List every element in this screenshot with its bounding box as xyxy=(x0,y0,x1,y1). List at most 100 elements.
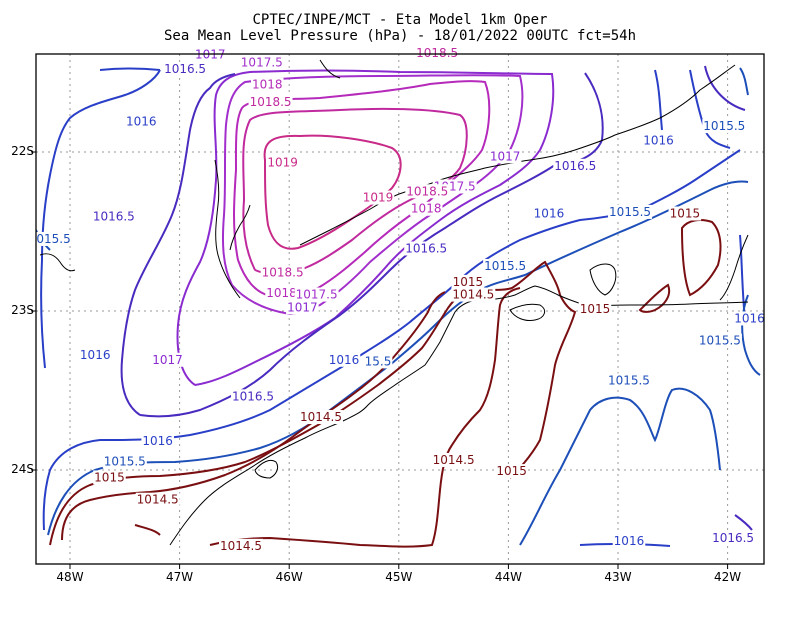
isobar-label: 1014.5 xyxy=(137,493,179,507)
isobar-1017-5 xyxy=(221,74,524,315)
isobar-label-halo xyxy=(578,301,612,316)
longitude-tick-label: 45W xyxy=(385,570,413,584)
isobar-1018 xyxy=(233,80,491,298)
isobar-label-halo xyxy=(483,258,528,273)
isobar-label: 1015 xyxy=(670,207,701,221)
isobar-label-halo xyxy=(141,433,174,448)
state-border xyxy=(39,59,341,479)
isobar-label-halo xyxy=(733,311,766,326)
isobar-label-halo xyxy=(404,241,449,256)
isobar-label-halo xyxy=(135,492,180,507)
isobar-label-halo xyxy=(608,204,653,219)
isobar-label: 1015.5 xyxy=(484,259,526,273)
isobar-label: 1015 xyxy=(453,275,484,289)
isobar-label: 1016 xyxy=(126,114,157,128)
isobar-label-halo xyxy=(361,190,395,205)
isobar-1016 xyxy=(40,67,746,547)
isobar-label-halo xyxy=(711,530,756,545)
isobar-label-halo xyxy=(298,410,343,425)
isobar-label-halo xyxy=(248,95,293,110)
isobar-label: 1015 xyxy=(496,464,527,478)
isobar-label: 1016.5 xyxy=(164,62,206,76)
latitude-tick-label: 22S xyxy=(11,144,34,158)
isobar-label-halo xyxy=(327,352,361,367)
isobar-1014-5 xyxy=(61,287,521,548)
isobar-label: 1016.5 xyxy=(232,389,274,403)
isobar-label-halo xyxy=(91,209,136,224)
isobar-label-halo xyxy=(431,452,476,467)
isobar-label-halo xyxy=(606,373,651,388)
isobar-label: 1015.5 xyxy=(609,205,651,219)
latitude-tick-label: 24S xyxy=(11,462,34,476)
chart-title-line2: Sea Mean Level Pressure (hPa) - 18/01/20… xyxy=(163,28,636,44)
latitude-tick-label: 23S xyxy=(11,303,34,317)
isobar-label: 1018.5 xyxy=(250,95,292,109)
isobar-label: 1019 xyxy=(363,191,394,205)
isobar-label-halo xyxy=(612,534,646,549)
isobar-label-halo xyxy=(124,114,158,129)
isobar-label: 1015.5 xyxy=(104,455,146,469)
isobar-label: 1016 xyxy=(329,353,360,367)
isobar-1018-5 xyxy=(242,107,468,275)
isobar-label: 1014.5 xyxy=(300,410,342,424)
isobar-label: 1017 xyxy=(152,353,183,367)
longitude-tick-label: 43W xyxy=(604,570,632,584)
isobar-label-halo xyxy=(251,77,284,92)
longitude-tick-label: 46W xyxy=(275,570,303,584)
isobar-label-halo xyxy=(35,231,72,246)
isobar-label: 1016.5 xyxy=(405,241,447,255)
isobar-label: 1015.5 xyxy=(699,334,741,348)
isobar-label-halo xyxy=(405,184,450,199)
isobar-label: 1018.5 xyxy=(262,265,304,279)
isobar-1017 xyxy=(176,69,555,386)
isobar-label: 1016.5 xyxy=(93,210,135,224)
isobar-label: 1018 xyxy=(411,202,442,216)
isobar-label: 15.5 xyxy=(365,354,392,368)
isobar-label-halo xyxy=(265,286,298,301)
isobar-label-halo xyxy=(163,61,208,76)
longitude-tick-label: 48W xyxy=(56,570,84,584)
isobar-label: 1014.5 xyxy=(452,288,494,302)
plot-frame xyxy=(35,53,765,565)
isobar-label-halo xyxy=(102,454,147,469)
isobar-label: 1016 xyxy=(80,348,111,362)
isobar-label-halo xyxy=(239,55,284,70)
isobar-label: 1015 xyxy=(94,470,125,484)
isobar-label-halo xyxy=(266,155,299,170)
isobar-label: 1016 xyxy=(534,207,565,221)
isobar-label-halo xyxy=(532,206,566,221)
isobar-label: 1019 xyxy=(267,156,298,170)
isobar-label: 1016 xyxy=(734,311,765,325)
isobar-label: 1017.5 xyxy=(241,55,283,69)
isobar-label-halo xyxy=(363,354,393,369)
isobar-label-halo xyxy=(78,348,112,363)
coastline-north xyxy=(229,64,736,251)
isobar-label: 015.5 xyxy=(36,232,70,246)
isobar-label: 1016 xyxy=(614,534,645,548)
isobar-label: 1016 xyxy=(643,133,674,147)
isobar-label: 1018.5 xyxy=(416,46,458,60)
isobar-label-halo xyxy=(668,206,702,221)
isobar-label: 1014.5 xyxy=(433,453,475,467)
isobar-label: 1017 xyxy=(490,149,521,163)
isobar-label-halo xyxy=(451,287,496,302)
isobar-label: 1016.5 xyxy=(712,531,754,545)
isobar-label: 1018 xyxy=(252,78,283,92)
isobar-label-halo xyxy=(495,464,528,479)
isobar-label-halo xyxy=(286,300,319,315)
isobar-label-halo xyxy=(409,201,443,216)
isobar-label-halo xyxy=(151,352,184,367)
isobar-label: 1018.5 xyxy=(406,184,448,198)
isobar-label-halo xyxy=(218,538,263,553)
isobar-label-halo xyxy=(451,274,485,289)
isobar-label: 1016.5 xyxy=(554,159,596,173)
isobar-label: 1018 xyxy=(266,286,297,300)
isobar-label-halo xyxy=(93,470,126,485)
isobar-label-halo xyxy=(231,389,276,404)
isobar-label: 1014.5 xyxy=(220,539,262,553)
isobar-1015 xyxy=(49,219,722,546)
longitude-tick-label: 44W xyxy=(494,570,522,584)
isobar-label-halo xyxy=(702,119,747,134)
isobar-label-halo xyxy=(553,158,598,173)
